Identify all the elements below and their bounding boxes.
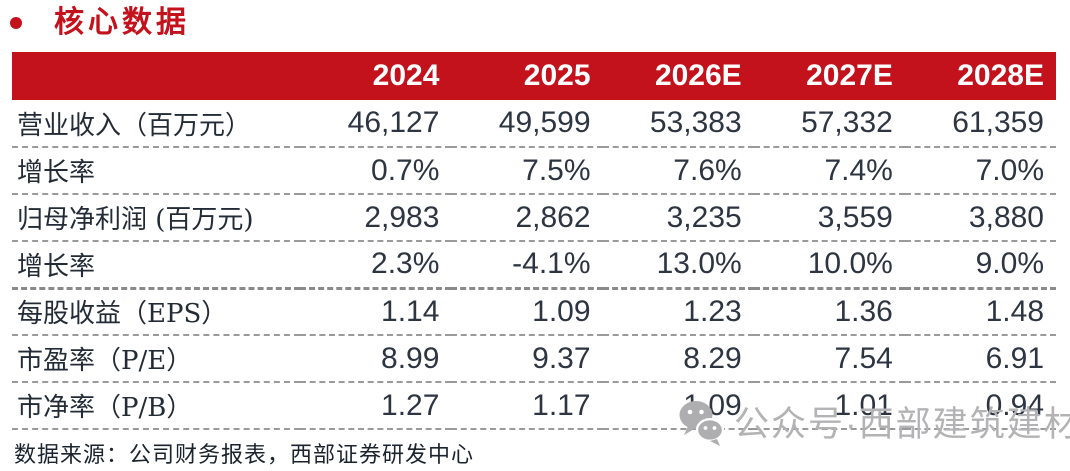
cell-value: 2,983	[300, 194, 452, 242]
row-label: 增长率	[12, 241, 301, 290]
table-row: 每股收益（EPS） 1.14 1.09 1.23 1.36 1.48	[12, 288, 1056, 336]
cell-value: 53,383	[602, 100, 754, 148]
cell-value: 7.0%	[904, 147, 1056, 195]
watermark: 公众号·西部建筑建材	[676, 396, 1070, 447]
table-row: 营业收入（百万元） 46,127 49,599 53,383 57,332 61…	[12, 100, 1056, 148]
cell-value: 1.01	[753, 382, 905, 430]
row-label: 每股收益（EPS）	[12, 288, 301, 336]
core-data-table: 2024 2025 2026E 2027E 2028E 营业收入（百万元） 46…	[12, 52, 1056, 430]
cell-value: 49,599	[451, 100, 603, 148]
cell-value: 61,359	[904, 100, 1056, 148]
cell-value: 8.99	[300, 335, 452, 383]
cell-value: 57,332	[753, 100, 905, 148]
cell-value: 1.27	[300, 382, 452, 430]
row-label: 市盈率（P/E）	[12, 335, 301, 383]
page-title: 核心数据	[54, 5, 190, 40]
table-header-row: 2024 2025 2026E 2027E 2028E	[12, 52, 1056, 100]
row-label: 市净率（P/B）	[12, 382, 301, 430]
table-row: 增长率 0.7% 7.5% 7.6% 7.4% 7.0%	[12, 147, 1056, 195]
cell-value: 7.4%	[753, 147, 905, 195]
cell-value: 46,127	[300, 100, 452, 148]
cell-value: 3,235	[602, 194, 754, 242]
cell-value: 1.23	[602, 288, 754, 336]
bullet-icon	[10, 17, 22, 29]
cell-value: 10.0%	[753, 241, 905, 290]
cell-value: 3,880	[904, 194, 1056, 242]
cell-value: 2,862	[451, 194, 603, 242]
cell-value: 1.17	[451, 382, 603, 430]
cell-value: -4.1%	[451, 241, 603, 290]
cell-value: 9.0%	[904, 241, 1056, 290]
cell-value: 9.37	[451, 335, 603, 383]
cell-value: 2.3%	[300, 241, 452, 290]
cell-value: 1.36	[753, 288, 905, 336]
cell-value: 3,559	[753, 194, 905, 242]
column-header-2026e: 2026E	[602, 52, 754, 100]
cell-value: 8.29	[602, 335, 754, 383]
column-header-2027e: 2027E	[753, 52, 905, 100]
watermark-text: 公众号·西部建筑建材	[734, 405, 1070, 444]
section-title: 核心数据	[10, 3, 190, 43]
table-row: 增长率 2.3% -4.1% 13.0% 10.0% 9.0%	[12, 241, 1056, 290]
row-label: 增长率	[12, 147, 301, 195]
cell-value: 7.6%	[602, 147, 754, 195]
column-header-2028e: 2028E	[904, 52, 1056, 100]
cell-value: 7.5%	[451, 147, 603, 195]
cell-value: 13.0%	[602, 241, 754, 290]
cell-value: 1.14	[300, 288, 452, 336]
table-row: 市盈率（P/E） 8.99 9.37 8.29 7.54 6.91	[12, 335, 1056, 383]
table-row: 归母净利润 (百万元) 2,983 2,862 3,235 3,559 3,88…	[12, 194, 1056, 242]
cell-value: 1.48	[904, 288, 1056, 336]
cell-value: 0.7%	[300, 147, 452, 195]
row-label: 营业收入（百万元）	[12, 100, 301, 148]
column-header-2025: 2025	[451, 52, 603, 100]
cell-value: 6.91	[904, 335, 1056, 383]
cell-value: 7.54	[753, 335, 905, 383]
column-header-empty	[12, 52, 301, 100]
cell-value: 0.94	[904, 382, 1056, 430]
wechat-icon	[679, 400, 725, 446]
column-header-2024: 2024	[300, 52, 452, 100]
row-label: 归母净利润 (百万元)	[12, 194, 301, 242]
cell-value: 1.09	[451, 288, 603, 336]
data-source-note: 数据来源：公司财务报表，西部证券研发中心	[14, 443, 475, 468]
